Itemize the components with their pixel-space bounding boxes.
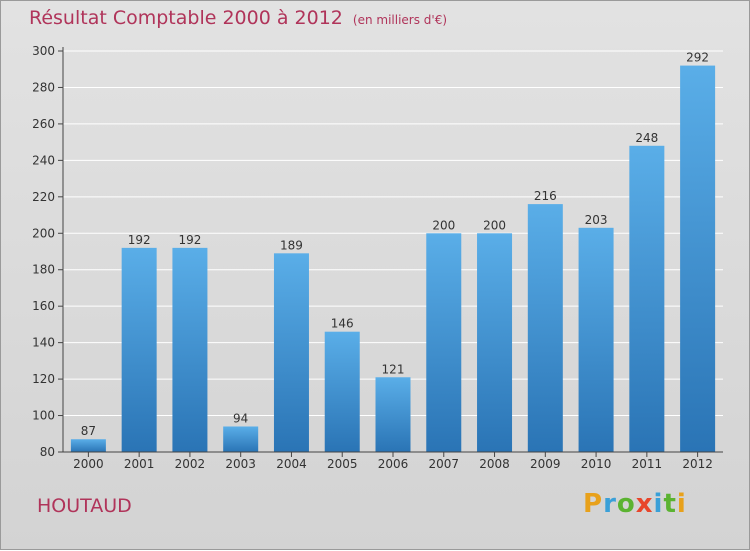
- bar-2004: [273, 253, 309, 452]
- data-label-2010: 203: [585, 213, 608, 227]
- x-tick-label: 2010: [581, 457, 612, 471]
- bar-2002: [172, 247, 208, 452]
- data-label-2001: 192: [128, 233, 151, 247]
- x-tick-label: 2005: [327, 457, 358, 471]
- axes: [62, 47, 723, 453]
- bar-2007: [426, 233, 462, 452]
- logo-letter: o: [616, 489, 636, 519]
- logo-letter: i: [653, 489, 664, 519]
- bar-2008: [477, 233, 513, 452]
- data-label-2009: 216: [534, 189, 557, 203]
- y-tick-label: 160: [32, 299, 55, 313]
- y-axis-ticks: 80 100 120 140 160 180 200 220 240 260 280 300: [32, 44, 63, 459]
- data-label-2006: 121: [382, 362, 405, 376]
- data-label-2000: 87: [81, 424, 96, 438]
- y-tick-label: 240: [32, 153, 55, 167]
- commune-name: HOUTAUD: [37, 495, 132, 517]
- x-tick-label: 2006: [378, 457, 409, 471]
- x-axis-ticks: 2000 2001 2002 2003 2004 2005 2006 2007 2008 2009…: [73, 452, 713, 471]
- bar-2011: [629, 145, 665, 453]
- bar-2012: [680, 65, 716, 452]
- y-tick-label: 200: [32, 226, 55, 240]
- y-tick-label: 140: [32, 336, 55, 350]
- x-tick-label: 2011: [632, 457, 663, 471]
- data-label-2005: 146: [331, 317, 354, 331]
- logo-letter: i: [676, 489, 687, 519]
- proxiti-logo[interactable]: Proxiti: [583, 489, 687, 519]
- bar-2010: [578, 227, 614, 452]
- data-label-2003: 94: [233, 411, 248, 425]
- logo-letter: x: [635, 489, 654, 519]
- y-tick-label: 180: [32, 263, 55, 277]
- x-tick-label: 2002: [175, 457, 206, 471]
- logo-letter: t: [663, 489, 677, 519]
- x-tick-label: 2003: [225, 457, 256, 471]
- bar-2006: [375, 377, 411, 452]
- title-unit: (en milliers d'€): [352, 13, 448, 27]
- y-tick-label: 280: [32, 80, 55, 94]
- x-tick-label: 2004: [276, 457, 307, 471]
- bar-2003: [223, 426, 259, 452]
- logo-letter: P: [583, 489, 604, 519]
- bar-2009: [527, 204, 563, 452]
- bar-2005: [324, 331, 360, 452]
- y-tick-label: 100: [32, 409, 55, 423]
- x-tick-label: 2000: [73, 457, 104, 471]
- x-tick-label: 2001: [124, 457, 155, 471]
- data-label-2007: 200: [432, 218, 455, 232]
- x-tick-label: 2007: [428, 457, 459, 471]
- data-label-2012: 292: [686, 51, 709, 65]
- logo-letter: r: [603, 489, 617, 519]
- y-tick-label: 120: [32, 372, 55, 386]
- chart-title: Résultat Comptable 2000 à 2012 (en millie…: [29, 7, 447, 29]
- y-tick-label: 220: [32, 190, 55, 204]
- bars: [70, 65, 716, 453]
- y-tick-label: 80: [40, 445, 55, 459]
- data-label-2004: 189: [280, 238, 303, 252]
- bar-2001: [121, 247, 157, 452]
- y-tick-label: 260: [32, 117, 55, 131]
- bar-2000: [70, 439, 106, 452]
- x-tick-label: 2008: [479, 457, 510, 471]
- title-main: Résultat Comptable 2000 à 2012: [29, 7, 343, 29]
- data-label-2002: 192: [178, 233, 201, 247]
- data-label-2008: 200: [483, 218, 506, 232]
- x-tick-label: 2009: [530, 457, 561, 471]
- data-labels: 87 192 192 94 189 146 121 200 200 216 203 248 292: [81, 51, 709, 439]
- x-tick-label: 2012: [682, 457, 713, 471]
- y-tick-label: 300: [32, 44, 55, 58]
- data-label-2011: 248: [635, 131, 658, 145]
